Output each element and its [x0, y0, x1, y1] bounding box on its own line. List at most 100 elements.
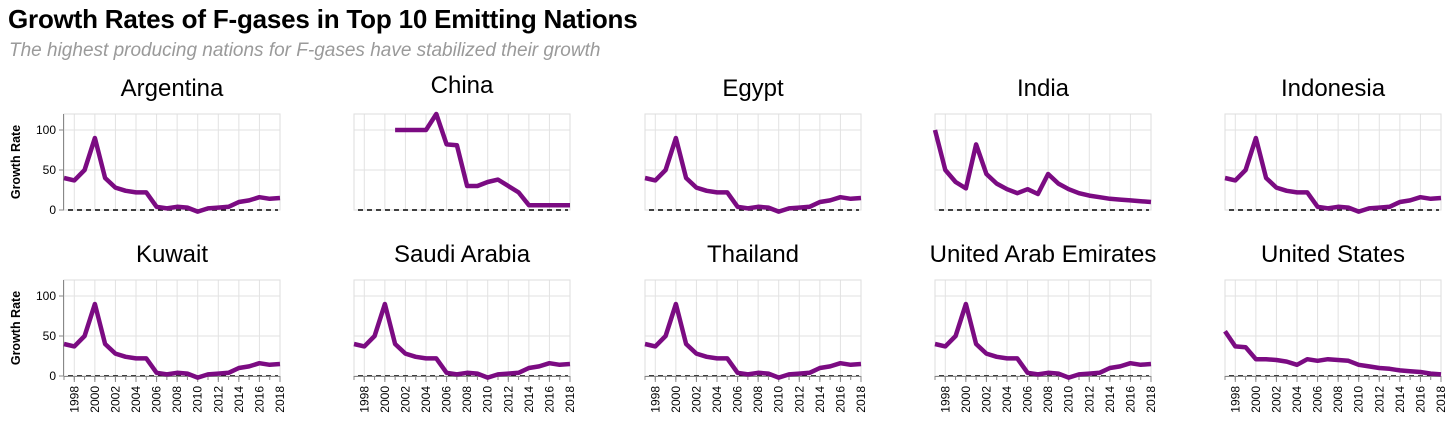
x-tick-label: 2014 — [232, 386, 246, 413]
x-tick-label: 2006 — [440, 386, 454, 413]
x-tick-label: 1998 — [357, 386, 371, 413]
x-tick-label: 2010 — [772, 386, 786, 413]
x-tick-label: 2004 — [710, 386, 724, 413]
plot-frame — [644, 113, 862, 211]
x-tick-label: 2004 — [419, 386, 433, 413]
panel-china: China — [353, 72, 571, 211]
x-tick-label: 2012 — [1082, 386, 1096, 413]
x-tick-label: 1998 — [648, 386, 662, 413]
panel-title: China — [431, 72, 494, 99]
panel-title: India — [1017, 75, 1070, 102]
x-tick-label: 2016 — [542, 386, 556, 413]
y-tick-label: 0 — [49, 369, 56, 383]
x-tick-label: 2000 — [669, 386, 683, 413]
series-line-indonesia — [1224, 135, 1442, 214]
x-tick-label: 2002 — [398, 386, 412, 413]
series-line-kuwait — [63, 301, 281, 380]
x-tick-label: 2012 — [1372, 386, 1386, 413]
x-tick-label: 2014 — [1393, 386, 1407, 413]
x-tick-label: 2014 — [813, 386, 827, 413]
panel-united-arab-emirates: United Arab Emirates 1998 2000 2002 2004 2006… — [930, 241, 1158, 413]
y-tick-label: 100 — [36, 289, 56, 303]
x-tick-label: 2016 — [1123, 386, 1137, 413]
series-line-united-states — [1223, 329, 1442, 377]
plot-frame — [934, 279, 1152, 377]
y-tick-label: 50 — [43, 163, 57, 177]
plot-frame — [1224, 113, 1442, 211]
panel-title: Argentina — [121, 75, 224, 102]
x-tick-label: 2000 — [1249, 386, 1263, 413]
plot-frame — [934, 113, 1152, 211]
chart-title: Growth Rates of F-gases in Top 10 Emitti… — [8, 4, 638, 34]
x-tick-label: 2008 — [170, 386, 184, 413]
x-tick-label: 2018 — [1144, 386, 1158, 413]
panel-argentina: Argentina 0 50 100 Growth Rate — [9, 75, 281, 217]
panel-saudi-arabia: Saudi Arabia 1998 2000 2002 2004 2006 2008 2010… — [353, 241, 577, 413]
series-line-united-arab-emirates — [934, 301, 1152, 380]
panel-title: Egypt — [722, 75, 784, 102]
x-tick-label: 2000 — [959, 386, 973, 413]
panel-title: United States — [1261, 241, 1405, 268]
x-tick-label: 2008 — [751, 386, 765, 413]
x-tick-label: 2008 — [1331, 386, 1345, 413]
panel-egypt: Egypt — [644, 75, 862, 214]
x-tick-label: 2010 — [191, 386, 205, 413]
x-tick-label: 2002 — [1269, 386, 1283, 413]
x-tick-label: 2010 — [481, 386, 495, 413]
x-tick-label: 2016 — [1413, 386, 1427, 413]
plot-frame — [353, 279, 571, 377]
x-tick-label: 2016 — [252, 386, 266, 413]
x-tick-label: 2014 — [1103, 386, 1117, 413]
series-line-china — [395, 111, 570, 208]
panel-title: Indonesia — [1281, 75, 1386, 102]
x-tick-label: 2006 — [150, 386, 164, 413]
x-tick-label: 2016 — [833, 386, 847, 413]
series-line-india — [932, 129, 1152, 205]
x-tick-label: 2004 — [129, 386, 143, 413]
x-tick-label: 2012 — [792, 386, 806, 413]
plot-frame — [63, 279, 281, 377]
x-tick-label: 2018 — [1434, 386, 1448, 413]
y-tick-label: 0 — [49, 203, 56, 217]
x-tick-label: 2010 — [1062, 386, 1076, 413]
x-tick-label: 1998 — [67, 386, 81, 413]
panel-united-states: United States 1998 2000 2002 2004 2006 2008 201… — [1223, 241, 1448, 413]
x-tick-label: 2000 — [88, 386, 102, 413]
chart-subtitle: The highest producing nations for F-gase… — [9, 40, 601, 61]
x-tick-label: 1998 — [938, 386, 952, 413]
panel-thailand: Thailand 1998 2000 2002 2004 2006 2008 2010 2012… — [644, 241, 868, 413]
x-tick-label: 1998 — [1228, 386, 1242, 413]
panel-title: Thailand — [707, 241, 799, 268]
y-axis-label: Growth Rate — [9, 291, 23, 365]
panel-india: India — [932, 75, 1152, 211]
x-tick-label: 2018 — [854, 386, 868, 413]
x-tick-label: 2018 — [563, 386, 577, 413]
x-tick-label: 2002 — [689, 386, 703, 413]
plot-frame — [63, 113, 281, 211]
x-tick-label: 2012 — [501, 386, 515, 413]
x-tick-label: 2010 — [1352, 386, 1366, 413]
panel-title: Saudi Arabia — [394, 241, 531, 268]
series-line-saudi-arabia — [353, 301, 571, 380]
panel-title: Kuwait — [136, 241, 208, 268]
x-tick-label: 2006 — [1021, 386, 1035, 413]
x-tick-label: 2002 — [108, 386, 122, 413]
x-tick-label: 2008 — [1041, 386, 1055, 413]
y-axis-label: Growth Rate — [9, 125, 23, 199]
x-tick-label: 2014 — [522, 386, 536, 413]
panel-kuwait: Kuwait 0 50 100 Growth Rate 1998 2000 2002 2004 2… — [9, 241, 287, 413]
plot-frame — [644, 279, 862, 377]
series-line-thailand — [644, 301, 862, 380]
x-tick-label: 2018 — [273, 386, 287, 413]
x-tick-label: 2002 — [979, 386, 993, 413]
panel-title: United Arab Emirates — [930, 241, 1157, 268]
panel-indonesia: Indonesia — [1224, 75, 1442, 214]
y-tick-label: 100 — [36, 123, 56, 137]
x-tick-label: 2006 — [731, 386, 745, 413]
x-tick-label: 2000 — [378, 386, 392, 413]
x-tick-label: 2004 — [1290, 386, 1304, 413]
series-line-egypt — [644, 135, 862, 214]
x-tick-label: 2006 — [1311, 386, 1325, 413]
y-tick-label: 50 — [43, 329, 57, 343]
